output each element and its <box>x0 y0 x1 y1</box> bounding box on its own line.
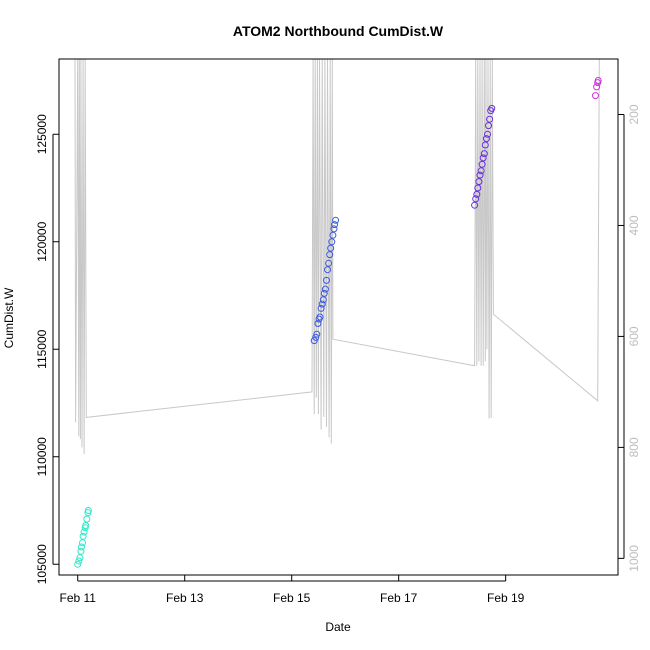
x-tick-label: Feb 19 <box>487 591 525 605</box>
data-point-series-1 <box>76 554 84 562</box>
data-point-series-2 <box>324 266 331 274</box>
data-point-series-3 <box>472 195 480 203</box>
data-point-series-4 <box>594 77 602 84</box>
data-point-series-2 <box>318 300 326 308</box>
data-point-series-1 <box>79 539 86 547</box>
data-point-series-3 <box>481 141 489 149</box>
data-point-series-3 <box>482 135 490 143</box>
data-point-series-1 <box>75 557 83 565</box>
data-points-layer <box>74 77 602 568</box>
data-point-series-4 <box>592 92 599 100</box>
data-point-series-1 <box>83 515 91 523</box>
y-tick-label: 105000 <box>35 544 49 584</box>
x-tick-label: Feb 13 <box>166 591 204 605</box>
data-point-series-2 <box>329 231 337 239</box>
data-point-series-2 <box>327 244 335 252</box>
data-point-series-2 <box>331 221 338 229</box>
data-point-series-2 <box>321 285 329 293</box>
data-point-series-2 <box>332 216 340 224</box>
y-axis-label: CumDist.W <box>2 287 16 348</box>
data-point-series-3 <box>486 115 494 123</box>
data-point-series-2 <box>312 333 320 341</box>
data-point-series-2 <box>330 225 338 233</box>
data-point-series-3 <box>475 178 483 186</box>
data-point-series-3 <box>485 122 492 130</box>
y2-tick-label: 800 <box>627 437 641 457</box>
data-point-series-1 <box>82 522 90 529</box>
data-point-series-3 <box>484 130 491 138</box>
data-point-series-4 <box>593 83 601 91</box>
data-point-series-2 <box>313 330 321 338</box>
y-tick-label: 120000 <box>35 221 49 261</box>
data-point-series-3 <box>477 167 485 175</box>
data-point-series-2 <box>325 259 333 267</box>
data-point-series-3 <box>479 154 487 162</box>
data-point-series-2 <box>314 320 322 327</box>
y2-tick-label: 200 <box>627 104 641 124</box>
data-point-series-2 <box>317 304 325 312</box>
data-point-series-1 <box>80 528 88 536</box>
data-point-series-3 <box>476 171 484 179</box>
y-tick-label: 125000 <box>35 114 49 154</box>
data-point-series-2 <box>320 289 328 297</box>
data-point-series-1 <box>79 532 87 540</box>
data-point-series-3 <box>471 201 479 209</box>
data-point-series-3 <box>473 190 481 198</box>
y-tick-label: 115000 <box>35 329 49 368</box>
data-point-series-3 <box>480 150 488 158</box>
secondary-series-line <box>74 58 600 455</box>
axes-layer: Feb 11 Feb 13 Feb 15 Feb 17 Feb 19 105000 1100… <box>35 104 641 605</box>
data-point-series-3 <box>478 160 486 168</box>
data-point-series-1 <box>77 547 85 555</box>
data-point-series-1 <box>84 507 92 514</box>
data-point-series-3 <box>474 184 482 192</box>
plot-frame <box>58 58 619 576</box>
y2-tick-label: 400 <box>627 215 641 235</box>
y2-tick-label: 1000 <box>627 545 641 572</box>
data-point-series-1 <box>74 560 82 568</box>
data-point-series-1 <box>78 543 85 551</box>
secondary-line-layer <box>74 58 600 455</box>
y2-tick-label: 600 <box>627 326 641 346</box>
data-point-series-3 <box>488 104 496 112</box>
chart-title: ATOM2 Northbound CumDist.W <box>233 23 444 39</box>
data-point-series-2 <box>316 313 324 321</box>
data-point-series-2 <box>328 238 336 246</box>
data-point-series-2 <box>323 276 330 284</box>
y-tick-label: 110000 <box>35 437 49 476</box>
x-axis-label: Date <box>325 620 351 634</box>
x-tick-label: Feb 11 <box>59 591 96 605</box>
x-tick-label: Feb 15 <box>273 591 311 605</box>
x-tick-label: Feb 17 <box>380 591 418 605</box>
data-point-series-2 <box>326 251 334 259</box>
data-point-series-2 <box>319 296 327 304</box>
